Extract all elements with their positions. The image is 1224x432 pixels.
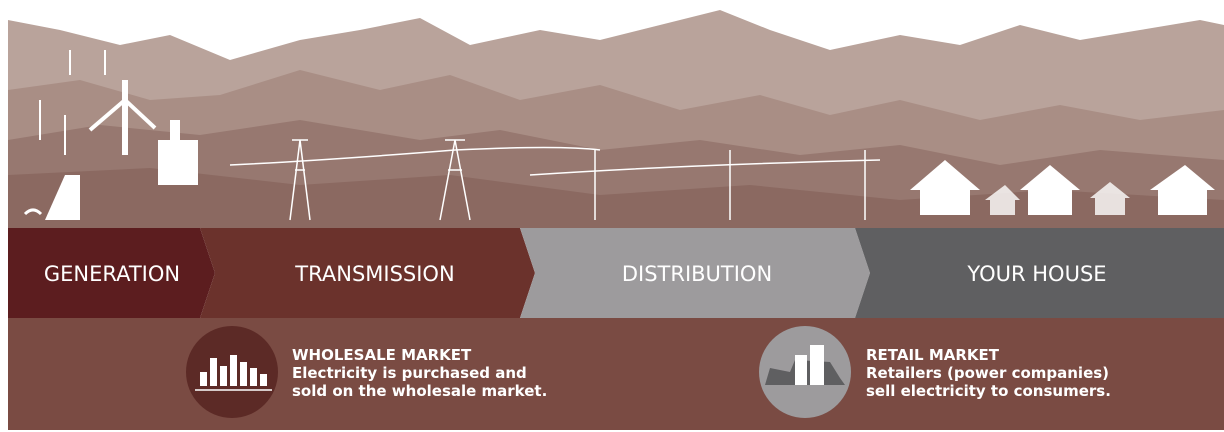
stage-label: TRANSMISSION — [294, 262, 454, 286]
wholesale-text: WHOLESALE MARKET Electricity is purchase… — [292, 346, 547, 400]
generation-icons — [23, 50, 198, 220]
pylons — [229, 139, 881, 221]
market-line: sell electricity to consumers. — [866, 382, 1111, 400]
market-line: Electricity is purchased and — [292, 364, 527, 382]
market-line: sold on the wholesale market. — [292, 382, 547, 400]
stage-label: YOUR HOUSE — [966, 262, 1106, 286]
stage-label: GENERATION — [44, 262, 180, 286]
wholesale-icon — [186, 326, 278, 418]
retail-icon — [759, 326, 851, 418]
stage-label: DISTRIBUTION — [622, 262, 772, 286]
market-title: RETAIL MARKET — [866, 346, 1000, 364]
stage-band: GENERATION TRANSMISSION DISTRIBUTION YOU… — [8, 228, 1224, 318]
market-title: WHOLESALE MARKET — [292, 346, 472, 364]
houses — [910, 160, 1215, 215]
retail-text: RETAIL MARKET Retailers (power companies… — [866, 346, 1111, 400]
market-line: Retailers (power companies) — [866, 364, 1109, 382]
